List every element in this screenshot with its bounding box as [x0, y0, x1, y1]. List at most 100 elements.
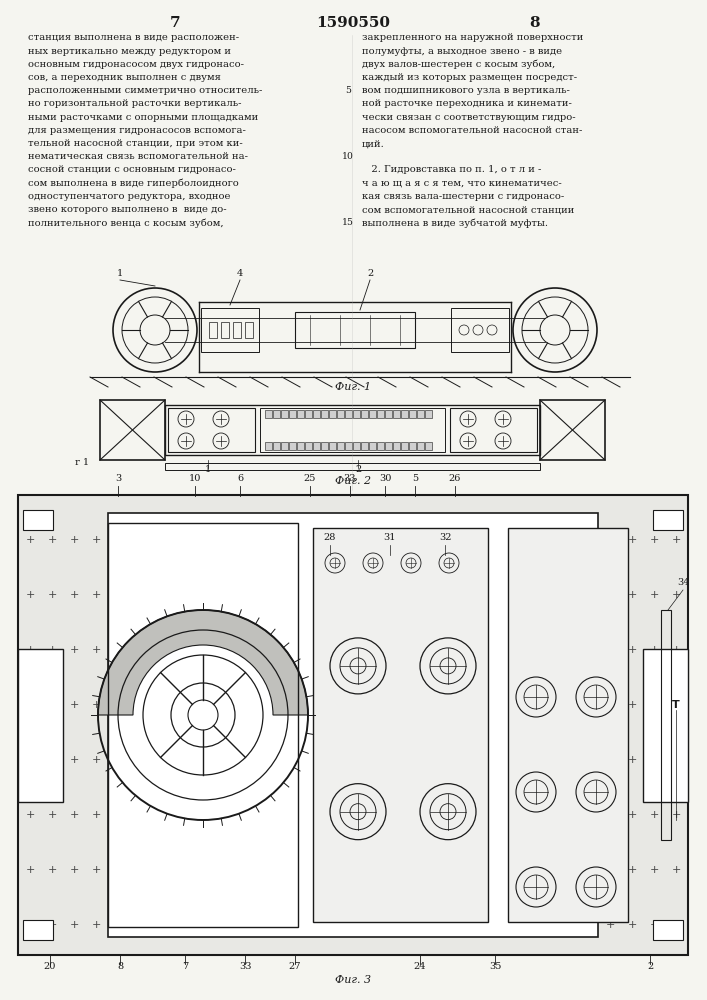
Text: 1590550: 1590550 — [316, 16, 390, 30]
Text: тельной насосной станции, при этом ки-: тельной насосной станции, при этом ки- — [28, 139, 243, 148]
Text: 7: 7 — [182, 962, 188, 971]
Bar — [361, 442, 368, 450]
Text: 33: 33 — [239, 962, 251, 971]
Text: +: + — [672, 700, 681, 710]
Bar — [289, 442, 296, 450]
Text: 1: 1 — [117, 269, 123, 278]
Bar — [221, 322, 229, 338]
Text: 25: 25 — [304, 474, 316, 483]
Bar — [329, 442, 336, 450]
Text: 10: 10 — [189, 474, 201, 483]
Bar — [653, 920, 683, 940]
Bar — [168, 408, 255, 452]
Text: +: + — [605, 920, 614, 930]
Bar — [369, 410, 376, 418]
Bar — [337, 410, 344, 418]
Text: +: + — [627, 535, 637, 545]
Text: полумуфты, а выходное звено - в виде: полумуфты, а выходное звено - в виде — [362, 47, 562, 56]
Wedge shape — [98, 610, 308, 715]
Text: +: + — [627, 700, 637, 710]
Text: 2: 2 — [367, 269, 373, 278]
Text: 30: 30 — [379, 474, 391, 483]
Bar — [245, 322, 253, 338]
Text: +: + — [627, 590, 637, 600]
Text: 7: 7 — [170, 16, 180, 30]
Bar — [451, 308, 509, 352]
Bar — [108, 523, 298, 927]
Bar — [23, 920, 53, 940]
Text: ций.: ций. — [362, 139, 385, 148]
Text: 5: 5 — [345, 86, 351, 95]
Text: +: + — [627, 810, 637, 820]
Bar — [165, 405, 540, 455]
Text: 2. Гидровставка по п. 1, о т л и -: 2. Гидровставка по п. 1, о т л и - — [362, 165, 542, 174]
Text: кая связь вала-шестерни с гидронасо-: кая связь вала-шестерни с гидронасо- — [362, 192, 564, 201]
Bar — [345, 442, 352, 450]
Text: +: + — [605, 810, 614, 820]
Bar — [661, 610, 671, 840]
Text: Фиг. 1: Фиг. 1 — [335, 382, 371, 392]
Text: звено которого выполнено в  виде до-: звено которого выполнено в виде до- — [28, 205, 227, 214]
Bar — [540, 400, 605, 460]
Bar — [377, 410, 384, 418]
Text: +: + — [69, 645, 78, 655]
Bar — [18, 649, 63, 802]
Text: +: + — [672, 920, 681, 930]
Text: +: + — [649, 920, 659, 930]
Text: +: + — [25, 755, 35, 765]
Bar — [337, 442, 344, 450]
Text: +: + — [91, 535, 100, 545]
Bar — [295, 312, 415, 348]
Text: +: + — [627, 645, 637, 655]
Bar — [377, 442, 384, 450]
Bar — [345, 410, 352, 418]
Text: +: + — [69, 700, 78, 710]
Text: вом подшипникового узла в вертикаль-: вом подшипникового узла в вертикаль- — [362, 86, 570, 95]
Text: +: + — [25, 535, 35, 545]
Text: +: + — [605, 865, 614, 875]
Text: но горизонтальной расточки вертикаль-: но горизонтальной расточки вертикаль- — [28, 100, 242, 108]
Text: +: + — [91, 590, 100, 600]
Bar — [409, 410, 416, 418]
Bar — [401, 442, 408, 450]
Text: сосной станции с основным гидронасо-: сосной станции с основным гидронасо- — [28, 165, 236, 174]
Text: +: + — [47, 865, 57, 875]
Text: сом выполнена в виде гиперболоидного: сом выполнена в виде гиперболоидного — [28, 178, 239, 188]
Bar — [417, 442, 424, 450]
Text: чески связан с соответствующим гидро-: чески связан с соответствующим гидро- — [362, 113, 575, 122]
Text: +: + — [91, 810, 100, 820]
Text: +: + — [649, 810, 659, 820]
Bar — [393, 442, 400, 450]
Bar — [361, 410, 368, 418]
Bar — [201, 308, 259, 352]
Text: +: + — [627, 865, 637, 875]
Text: Фиг. 3: Фиг. 3 — [335, 975, 371, 985]
Text: +: + — [649, 645, 659, 655]
Text: сов, а переходник выполнен с двумя: сов, а переходник выполнен с двумя — [28, 73, 221, 82]
Text: +: + — [25, 645, 35, 655]
Text: +: + — [649, 865, 659, 875]
Text: +: + — [649, 700, 659, 710]
Text: расположенными симметрично относитель-: расположенными симметрично относитель- — [28, 86, 262, 95]
Text: ной расточке переходника и кинемати-: ной расточке переходника и кинемати- — [362, 100, 572, 108]
Text: 1: 1 — [205, 465, 211, 474]
Text: 26: 26 — [449, 474, 461, 483]
Bar — [425, 410, 432, 418]
Text: 24: 24 — [414, 962, 426, 971]
Text: +: + — [69, 755, 78, 765]
Text: основным гидронасосом двух гидронасо-: основным гидронасосом двух гидронасо- — [28, 60, 244, 69]
Text: 4: 4 — [237, 269, 243, 278]
Text: 31: 31 — [384, 533, 396, 542]
Text: +: + — [25, 810, 35, 820]
Bar — [297, 410, 304, 418]
Text: +: + — [25, 700, 35, 710]
Text: +: + — [25, 865, 35, 875]
Bar — [321, 410, 328, 418]
Bar — [508, 528, 628, 922]
Bar — [369, 442, 376, 450]
Bar — [653, 510, 683, 530]
Text: полнительного венца с косым зубом,: полнительного венца с косым зубом, — [28, 218, 223, 228]
Text: Фиг. 2: Фиг. 2 — [335, 476, 371, 486]
Text: +: + — [605, 755, 614, 765]
Bar — [18, 495, 688, 955]
